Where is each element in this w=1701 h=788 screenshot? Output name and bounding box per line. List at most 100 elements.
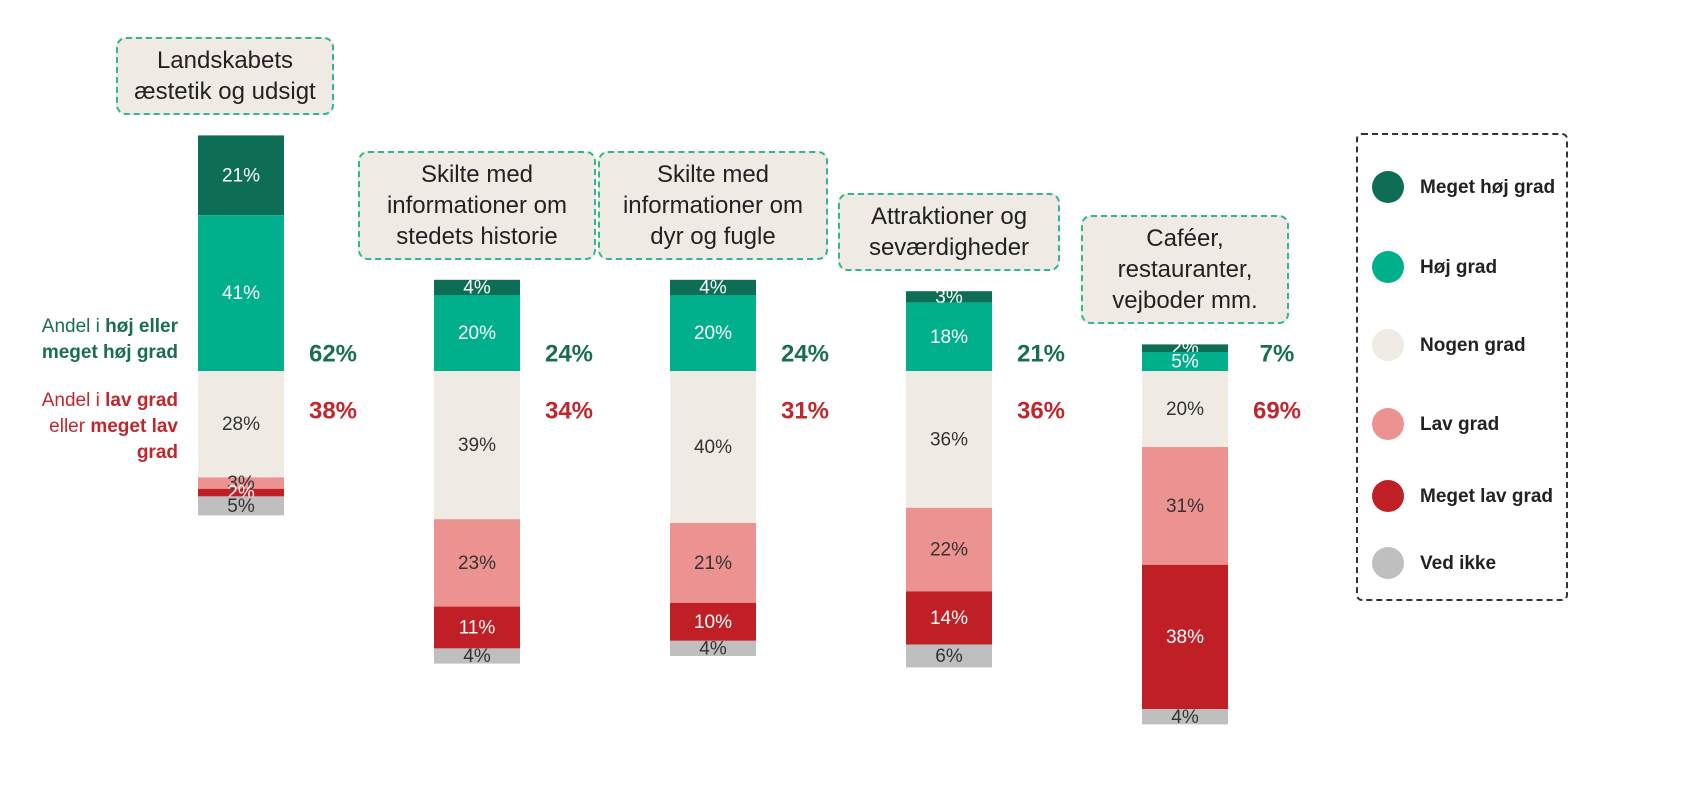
bar-segment: [434, 371, 520, 520]
legend-label: Ved ikke: [1420, 552, 1497, 574]
annotation-text: eller: [49, 416, 91, 437]
legend-item: Meget lav grad: [1372, 476, 1560, 516]
value-label: 22%: [930, 540, 968, 561]
category-label: Caféer, restauranter, vejboder mm.: [1081, 215, 1289, 325]
legend-label: Lav grad: [1420, 413, 1500, 435]
bar-segment: [198, 496, 284, 516]
bar-segment: [434, 648, 520, 664]
low-total: 69%: [1253, 397, 1301, 424]
bar-segment: [670, 523, 756, 603]
bar-segment: [1142, 344, 1228, 352]
value-label: 4%: [463, 277, 491, 298]
legend-item: Lav grad: [1372, 404, 1560, 444]
annotation-text: høj eller meget høj grad: [41, 316, 178, 363]
legend-swatch: [1372, 171, 1404, 203]
bar-segment: [670, 371, 756, 523]
legend-item: Meget høj grad: [1372, 167, 1560, 207]
value-label: 20%: [1166, 399, 1204, 420]
value-label: 4%: [463, 646, 491, 667]
legend-label: Nogen grad: [1420, 334, 1526, 356]
value-label: 31%: [1166, 496, 1204, 517]
legend: Meget høj grad Høj grad Nogen grad Lav grad…: [1356, 133, 1568, 601]
value-label: 4%: [699, 277, 727, 298]
legend-label: Høj grad: [1420, 256, 1498, 278]
value-label: 10%: [694, 612, 732, 633]
bar-segment: [670, 640, 756, 656]
value-label: 20%: [694, 323, 732, 344]
low-total: 38%: [309, 397, 357, 424]
value-label: 21%: [694, 553, 732, 574]
bar-segment: [906, 644, 992, 668]
bar-segment: [1142, 352, 1228, 371]
value-label: 4%: [699, 638, 727, 659]
bar-segment: [1142, 371, 1228, 447]
legend-label: Meget høj grad: [1420, 176, 1556, 198]
legend-swatch: [1372, 547, 1404, 579]
value-label: 23%: [458, 553, 496, 574]
bar-segment: [198, 477, 284, 489]
bar-segment: [906, 371, 992, 508]
bar-segment: [906, 302, 992, 371]
bar-segment: [434, 279, 520, 295]
annotation-text: Andel i: [41, 390, 106, 411]
high-total: 24%: [545, 340, 593, 367]
low-total: 36%: [1017, 397, 1065, 424]
bar-segment: [434, 295, 520, 371]
bar-segment: [906, 507, 992, 592]
value-label: 14%: [930, 608, 968, 629]
low-total: 34%: [545, 397, 593, 424]
bar-segment: [1142, 447, 1228, 565]
value-label: 28%: [222, 414, 260, 435]
legend-swatch: [1372, 408, 1404, 440]
annotation-text: lav grad: [105, 390, 178, 411]
legend-item: Høj grad: [1372, 247, 1560, 287]
low-annotation: Andel i lav grad eller meget lav grad: [3, 388, 178, 466]
bar-segment: [1142, 709, 1228, 725]
bar-segment: [434, 606, 520, 649]
annotation-text: meget lav grad: [90, 416, 178, 463]
value-label: 4%: [1171, 707, 1199, 728]
high-total: 21%: [1017, 340, 1065, 367]
legend-swatch: [1372, 329, 1404, 361]
bar-segment: [906, 291, 992, 303]
value-label: 5%: [227, 496, 255, 517]
high-annotation: Andel i høj eller meget høj grad: [3, 314, 178, 366]
category-label: Skilte med informationer om stedets hist…: [358, 150, 596, 260]
bar-segment: [670, 279, 756, 295]
value-label: 18%: [930, 327, 968, 348]
high-total: 62%: [309, 340, 357, 367]
category-label: Skilte med informationer om dyr og fugle: [598, 150, 828, 260]
legend-item: Ved ikke: [1372, 543, 1560, 583]
bar-segment: [198, 371, 284, 478]
annotation-text: Andel i: [41, 316, 106, 337]
bar-segment: [670, 295, 756, 371]
high-total: 24%: [781, 340, 829, 367]
bar-segment: [434, 519, 520, 607]
category-label: Landskabets æstetik og udsigt: [116, 37, 334, 116]
bar-segment: [906, 591, 992, 645]
high-total: 7%: [1260, 340, 1295, 367]
value-label: 38%: [1166, 627, 1204, 648]
bar-segment: [1142, 564, 1228, 710]
legend-swatch: [1372, 480, 1404, 512]
legend-label: Meget lav grad: [1420, 485, 1554, 507]
value-label: 20%: [458, 323, 496, 344]
value-label: 21%: [222, 165, 260, 186]
low-total: 31%: [781, 397, 829, 424]
value-label: 40%: [694, 437, 732, 458]
bar-segment: [670, 602, 756, 641]
value-label: 6%: [935, 646, 963, 667]
bar-segment: [198, 135, 284, 216]
bar-segment: [198, 488, 284, 497]
legend-swatch: [1372, 251, 1404, 283]
category-label: Attraktioner og seværdigheder: [838, 193, 1060, 272]
value-label: 39%: [458, 435, 496, 456]
value-label: 41%: [222, 283, 260, 304]
value-label: 36%: [930, 429, 968, 450]
bar-segment: [198, 215, 284, 371]
value-label: 11%: [459, 618, 496, 639]
legend-item: Nogen grad: [1372, 325, 1560, 365]
value-label: 5%: [1171, 352, 1199, 373]
